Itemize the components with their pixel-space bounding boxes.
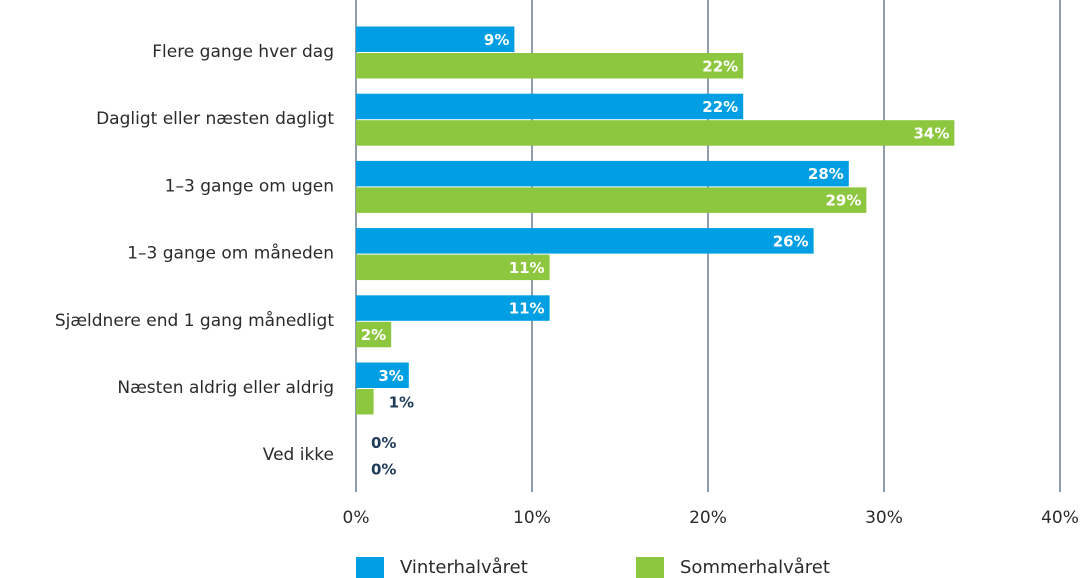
x-tick-label: 10% bbox=[513, 508, 551, 528]
value-label: 22% bbox=[702, 57, 738, 75]
value-label: 0% bbox=[371, 460, 396, 478]
y-tick-label: 1–3 gange om måneden bbox=[127, 243, 334, 264]
value-label: 11% bbox=[509, 259, 545, 277]
bar bbox=[356, 295, 550, 321]
legend-label: Sommerhalvåret bbox=[680, 557, 830, 578]
value-label: 29% bbox=[825, 192, 861, 210]
legend-swatch bbox=[356, 557, 384, 578]
bar bbox=[356, 362, 409, 388]
x-tick-label: 0% bbox=[343, 508, 370, 528]
bar bbox=[356, 120, 955, 146]
y-tick-label: 1–3 gange om ugen bbox=[165, 176, 334, 196]
bar bbox=[356, 160, 849, 187]
legend-label: Vinterhalvåret bbox=[400, 557, 528, 578]
legend-swatch bbox=[636, 557, 664, 578]
value-label: 34% bbox=[913, 124, 949, 142]
value-label: 0% bbox=[371, 434, 396, 452]
bar bbox=[356, 93, 744, 120]
y-tick-label: Næsten aldrig eller aldrig bbox=[117, 378, 334, 398]
y-tick-label: Dagligt eller næsten dagligt bbox=[96, 109, 334, 129]
value-label: 2% bbox=[361, 326, 386, 344]
bar bbox=[356, 53, 744, 79]
value-label: 26% bbox=[773, 232, 809, 250]
bar bbox=[356, 187, 867, 213]
value-label: 3% bbox=[378, 367, 403, 385]
bar bbox=[356, 254, 550, 281]
bar bbox=[356, 389, 374, 415]
bar bbox=[356, 321, 392, 348]
value-label: 11% bbox=[509, 300, 545, 318]
y-tick-label: Ved ikke bbox=[263, 445, 334, 465]
value-label: 1% bbox=[389, 393, 414, 411]
bar bbox=[356, 26, 515, 52]
y-tick-label: Flere gange hver dag bbox=[152, 42, 334, 62]
y-tick-label: Sjældnere end 1 gang månedligt bbox=[55, 310, 334, 331]
value-label: 28% bbox=[808, 165, 844, 183]
bar bbox=[356, 228, 814, 254]
value-label: 22% bbox=[702, 98, 738, 116]
value-label: 9% bbox=[484, 31, 509, 49]
x-tick-label: 20% bbox=[689, 508, 727, 528]
x-tick-label: 40% bbox=[1041, 508, 1079, 528]
x-tick-label: 30% bbox=[865, 508, 903, 528]
